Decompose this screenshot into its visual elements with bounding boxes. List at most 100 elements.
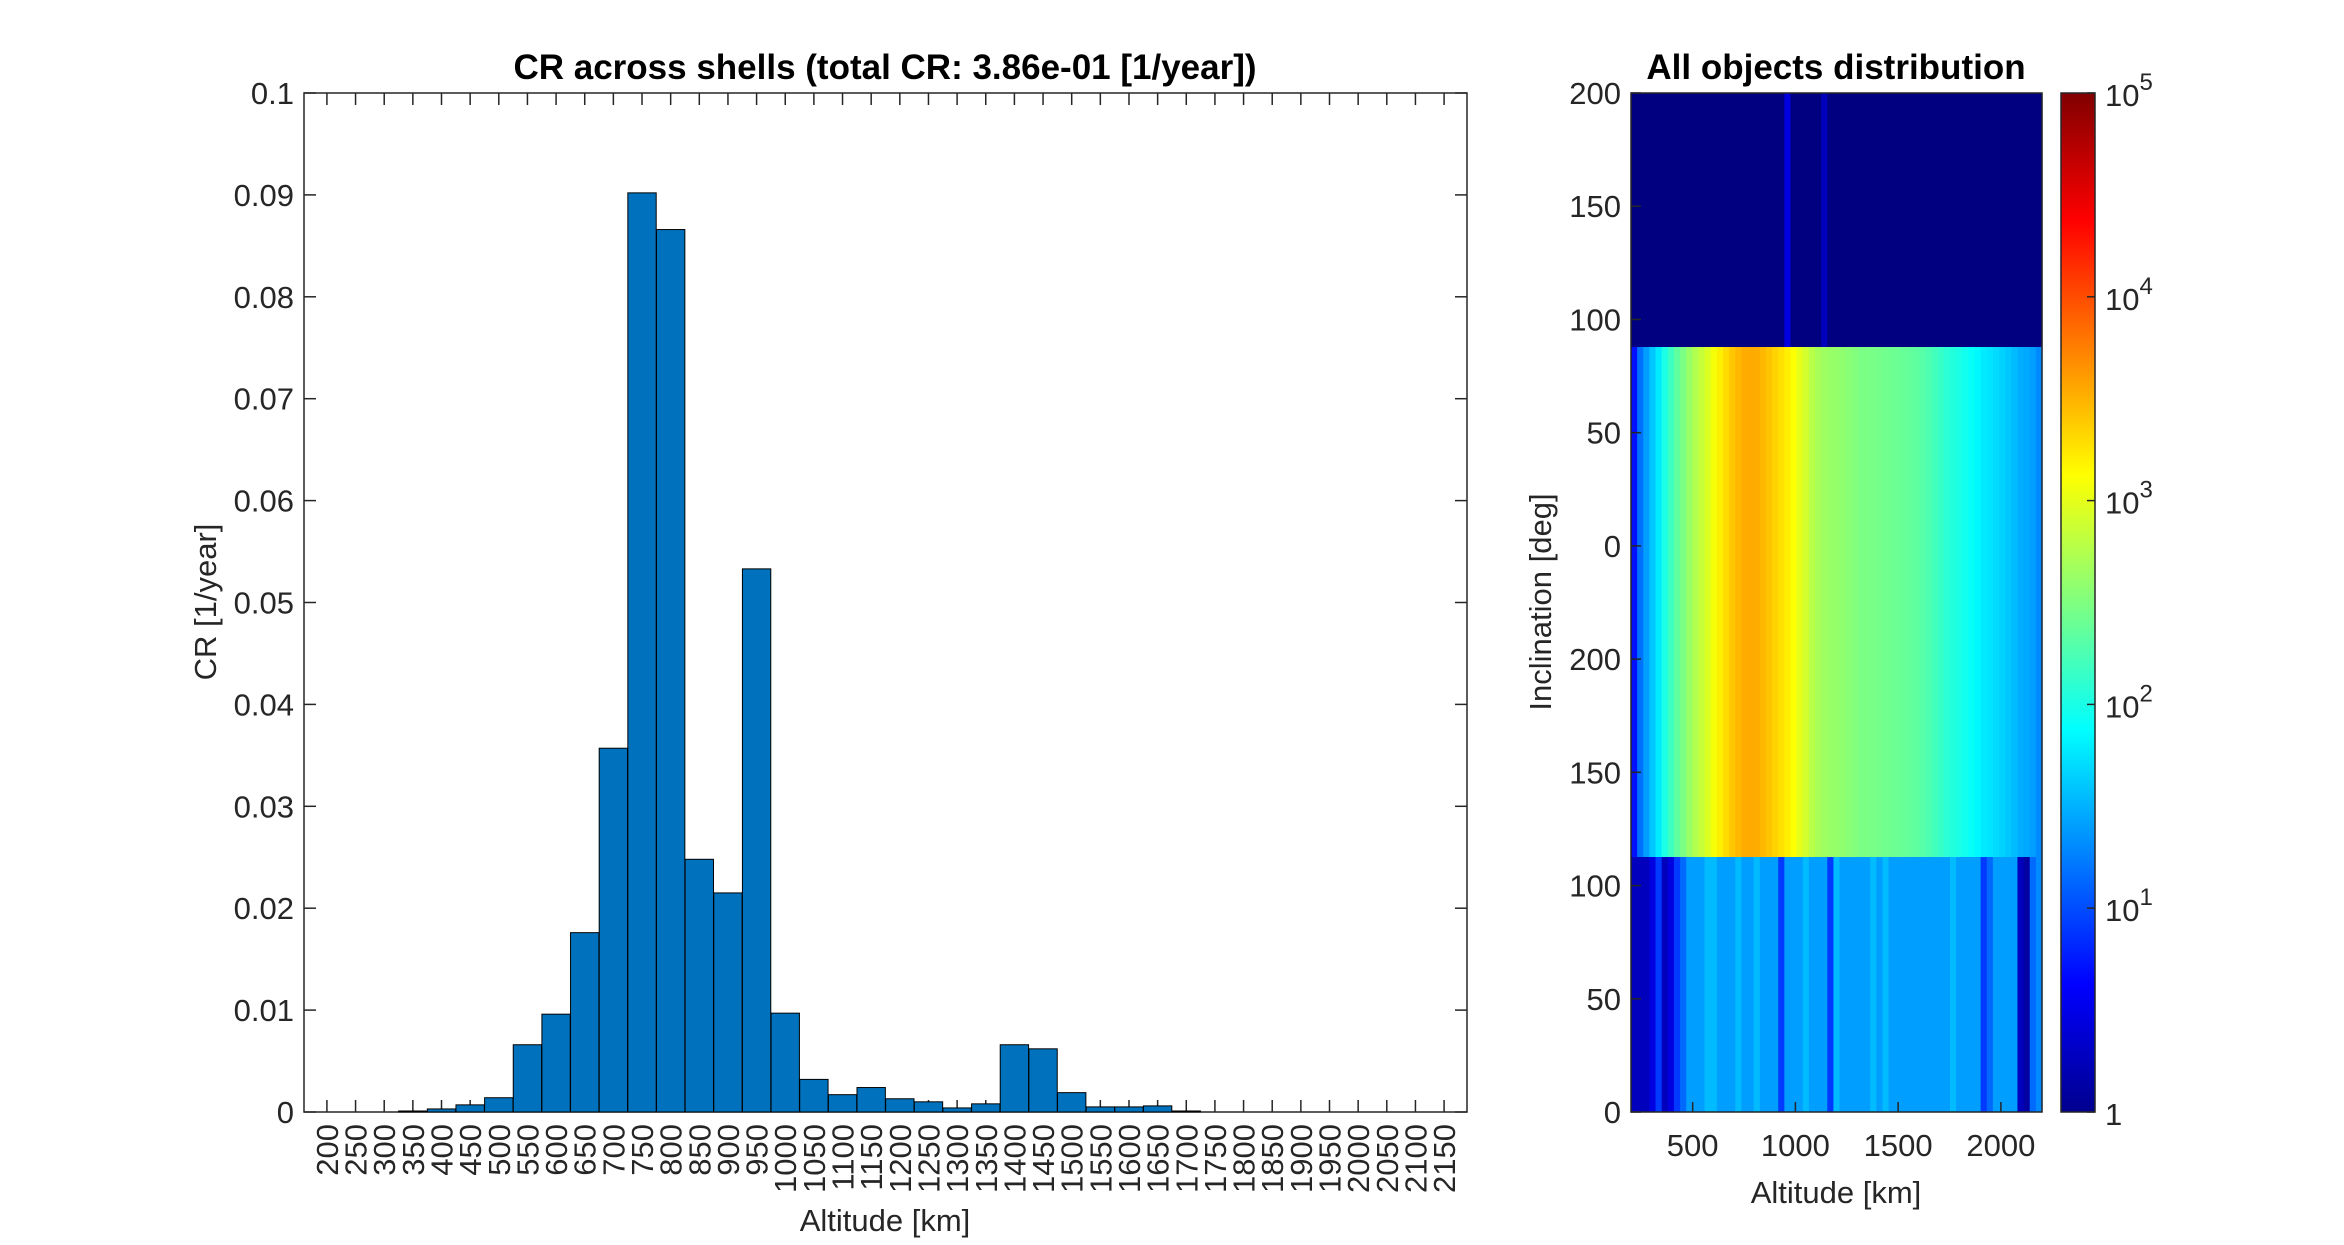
bar-x-tick-label: 750	[625, 1124, 660, 1176]
heatmap-cell	[1968, 347, 1976, 857]
heatmap-cell	[1802, 347, 1810, 857]
heatmap-cell	[1931, 347, 1939, 857]
heatmap-cell	[2023, 857, 2031, 1112]
bar-x-tick-label: 550	[510, 1124, 545, 1176]
bar-x-tick-label: 800	[654, 1124, 689, 1176]
heatmap-cell	[1839, 93, 1847, 347]
bar-x-tick-label: 1550	[1083, 1124, 1118, 1193]
bar	[1057, 1092, 1087, 1113]
heatmap-cell	[1680, 93, 1687, 347]
heatmap-cell	[1778, 857, 1785, 1112]
heatmap-cell	[1845, 347, 1853, 857]
heatmap-x-tick-labels: 500 1000 1500 2000	[1667, 1128, 2036, 1163]
bar-plot-area	[303, 92, 1468, 1113]
bar-y-tick-label: 0.07	[234, 382, 294, 417]
heatmap-cell	[1980, 93, 1988, 347]
bar-x-tick-label: 1250	[911, 1124, 946, 1193]
heatmap-cell	[1913, 93, 1920, 347]
heatmap-cell	[1808, 347, 1816, 857]
heatmap-cell	[1980, 347, 1988, 857]
bar	[741, 568, 772, 1113]
heatmap-cell	[1765, 857, 1773, 1112]
bar-x-tick-label: 1150	[854, 1124, 889, 1191]
heatmap-cell	[1723, 857, 1730, 1112]
bar	[856, 1087, 886, 1113]
bar-x-axis-label: Altitude [km]	[800, 1203, 971, 1238]
heatmap-cell	[2017, 93, 2025, 347]
heatmap-cell	[1900, 857, 1908, 1112]
heatmap-cell	[1723, 93, 1730, 347]
heatmap-cell	[1851, 857, 1859, 1112]
heatmap-cell	[1698, 857, 1706, 1112]
heatmap-cell	[1808, 93, 1816, 347]
bar	[1171, 1110, 1201, 1113]
heatmap-y-tick-label: 50	[1587, 982, 1621, 1017]
heatmap-cell	[1851, 347, 1859, 857]
heatmap-cell	[1937, 93, 1945, 347]
heatmap-cell	[1667, 93, 1675, 347]
heatmap-cell	[2011, 347, 2019, 857]
heatmap-cell	[1999, 93, 2006, 347]
heatmap-cell	[1845, 93, 1853, 347]
bar-x-tick-label: 1950	[1313, 1124, 1348, 1193]
bar-x-tick-label: 1450	[1026, 1124, 1061, 1193]
heatmap-cell	[1827, 93, 1835, 347]
bar-x-tick-label: 1500	[1055, 1124, 1090, 1193]
heatmap-cell	[1992, 347, 2000, 857]
heatmap-cell	[1857, 93, 1865, 347]
bar-x-tick-label: 1350	[969, 1124, 1004, 1193]
heatmap-cell	[1802, 93, 1810, 347]
colorbar-tick-base: 10	[2105, 78, 2139, 113]
heatmap-cell	[1710, 857, 1718, 1112]
heatmap-cell	[1686, 347, 1693, 857]
heatmap-cell	[1974, 347, 1982, 857]
heatmap-x-axis-label: Altitude [km]	[1751, 1175, 1922, 1210]
heatmap-cell	[1839, 857, 1847, 1112]
bar	[541, 1013, 571, 1113]
bar-x-tick-label: 2000	[1341, 1124, 1376, 1193]
heatmap-y-tick-label: 0	[1604, 1095, 1621, 1130]
bar-x-tick-label: 2150	[1427, 1124, 1462, 1193]
bar	[655, 229, 686, 1113]
bar-y-tick-label: 0.04	[234, 687, 294, 722]
colorbar-tick-exponent: 2	[2139, 680, 2152, 707]
colorbar-tick-exponent: 1	[2139, 884, 2152, 911]
heatmap-cell	[1753, 347, 1761, 857]
heatmap-x-tick-label: 2000	[1966, 1128, 2035, 1163]
heatmap-cell	[1919, 857, 1927, 1112]
colorbar-tick-label: 101	[2105, 884, 2153, 928]
heatmap-cell	[1876, 857, 1884, 1112]
bar-x-tick-label: 700	[596, 1124, 631, 1176]
heatmap-cell	[1815, 93, 1822, 347]
heatmap-cell	[1704, 857, 1712, 1112]
heatmap-cell	[1765, 93, 1773, 347]
heatmap-cell	[2029, 347, 2037, 857]
heatmap-cell	[1980, 857, 1988, 1112]
heatmap-cell	[1949, 93, 1957, 347]
heatmap-cell	[1772, 347, 1779, 857]
bar-x-tick-label: 1300	[940, 1124, 975, 1193]
heatmap-cell	[1821, 93, 1828, 347]
heatmap-y-tick-label: 150	[1569, 189, 1621, 224]
heatmap-cell	[1741, 93, 1749, 347]
colorbar-tick-exponent: 4	[2139, 273, 2152, 300]
bar	[455, 1104, 485, 1113]
heatmap-cell	[1747, 93, 1755, 347]
heatmap-cell	[1673, 347, 1681, 857]
heatmap-cell	[1784, 93, 1792, 347]
bar-x-tick-labels: 2002503003504004505005506006507007508008…	[310, 1124, 1462, 1193]
bar-x-tick-label: 200	[310, 1124, 345, 1176]
bar-x-tick-label: 850	[682, 1124, 717, 1176]
bar-x-tick-label: 1050	[797, 1124, 832, 1193]
heatmap-cell	[1772, 857, 1779, 1112]
heatmap-cell	[1851, 93, 1859, 347]
heatmap-cell	[1943, 93, 1951, 347]
heatmap-cell	[1723, 347, 1730, 857]
heatmap-cell	[1937, 857, 1945, 1112]
heatmap-cell	[2035, 347, 2043, 857]
heatmap-cell	[1759, 93, 1767, 347]
bar-y-tick-label: 0.01	[234, 993, 294, 1028]
